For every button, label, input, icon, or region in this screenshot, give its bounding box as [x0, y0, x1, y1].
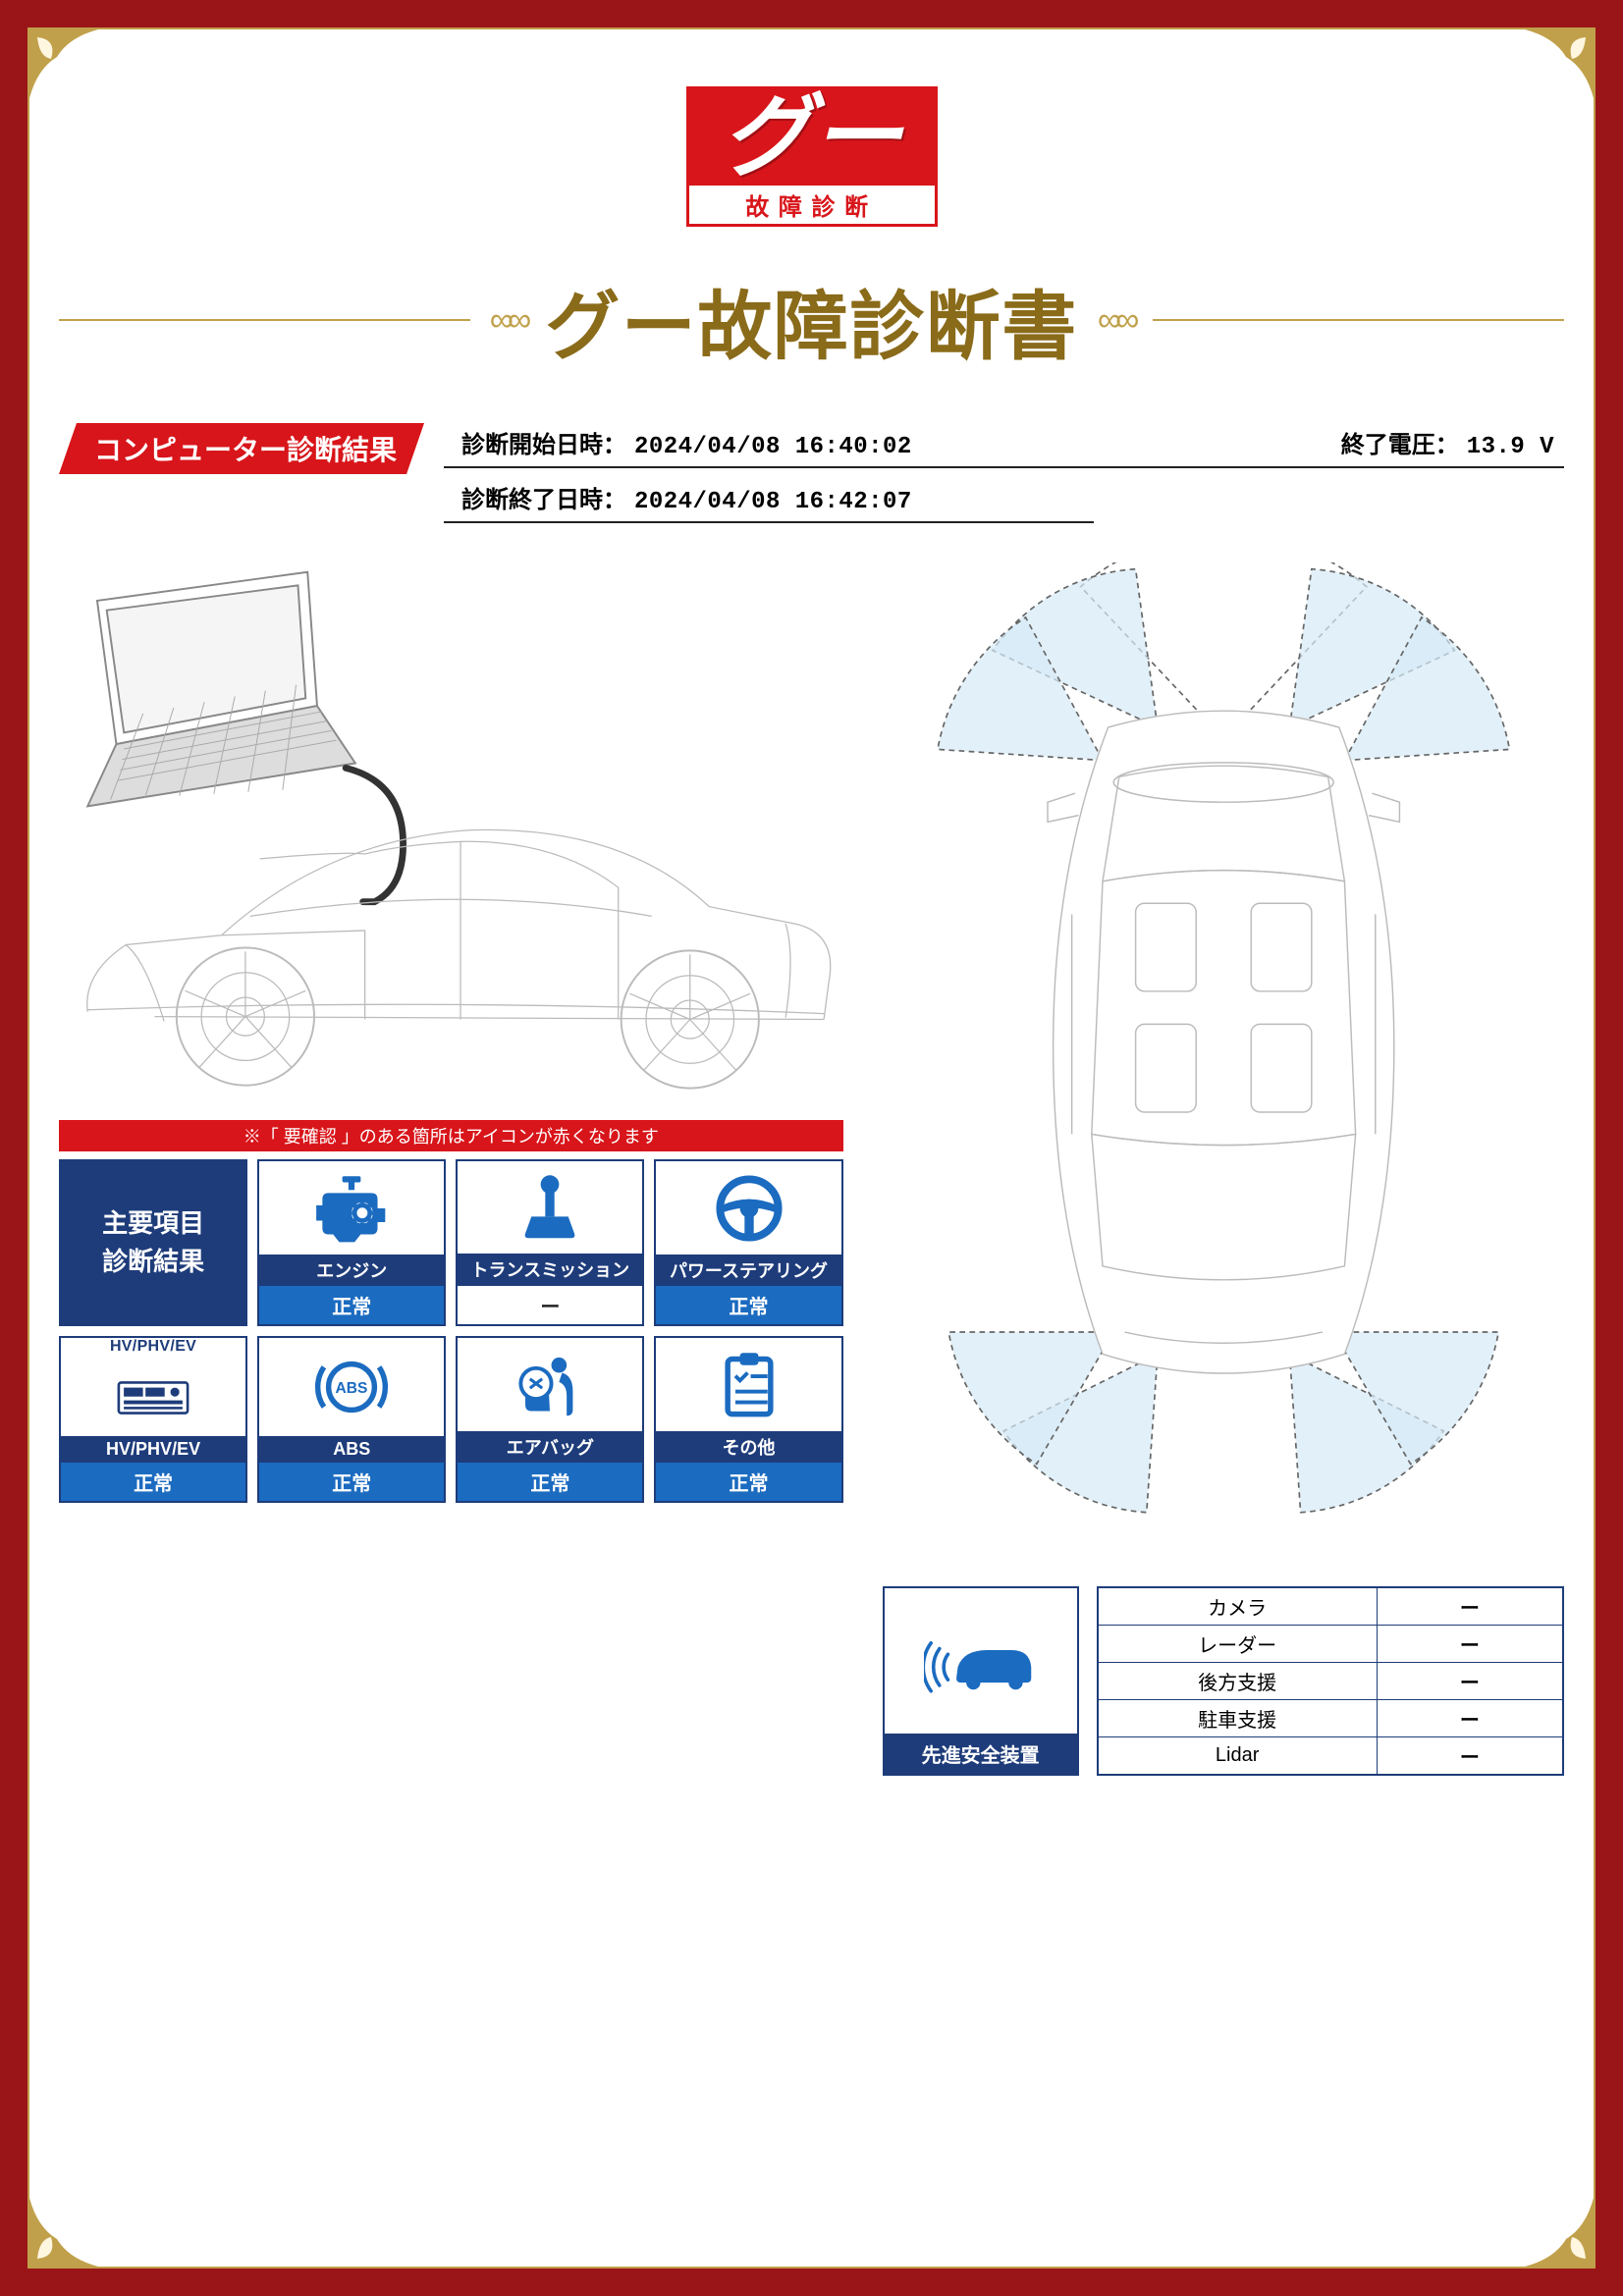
safety-val-park: ー: [1377, 1700, 1563, 1737]
safety-name-radar: レーダー: [1098, 1626, 1378, 1663]
safety-name-rear: 後方支援: [1098, 1663, 1378, 1700]
flourish-left: ∞∞: [490, 301, 525, 340]
diag-cell-engine: エンジン 正常: [257, 1159, 446, 1326]
diag-stat-abs: 正常: [259, 1463, 444, 1501]
diag-cat-other: その他: [656, 1431, 840, 1463]
brand-logo-top: グー: [689, 89, 935, 186]
safety-row-lidar: Lidarー: [1098, 1737, 1563, 1776]
clipboard-icon: [656, 1338, 840, 1431]
diag-stat-airbag: 正常: [458, 1463, 642, 1501]
illustration-car-topdown: 先進安全装置 カメラー レーダーー 後方支援ー 駐車支援ー Lidarー: [883, 562, 1564, 1776]
start-value: 2024/04/08 16:40:02: [634, 434, 912, 460]
diag-stat-hv: 正常: [61, 1463, 245, 1501]
illustration-area: ※「 要確認 」のある箇所はアイコンが赤くなります 主要項目 診断結果 エンジン…: [59, 562, 1564, 1776]
brand-logo-script: グー: [721, 92, 901, 183]
safety-val-rear: ー: [1377, 1663, 1563, 1700]
safety-icon-box: 先進安全装置: [883, 1586, 1079, 1776]
diagnostic-wrap: ※「 要確認 」のある箇所はアイコンが赤くなります 主要項目 診断結果 エンジン…: [59, 1120, 843, 1503]
section-header-row: コンピューター診断結果 診断開始日時： 2024/04/08 16:40:02 …: [59, 423, 1564, 523]
end-label: 診断終了日時：: [461, 480, 626, 514]
diagnostic-note: ※「 要確認 」のある箇所はアイコンが赤くなります: [59, 1120, 843, 1151]
title-row: ∞∞ グー故障診断書 ∞∞: [59, 266, 1564, 374]
transmission-icon: [458, 1161, 642, 1254]
abs-icon: ABS: [259, 1338, 444, 1436]
brand-logo: グー 故障診断: [686, 86, 938, 227]
diag-cat-hv: HV/PHV/EV: [61, 1436, 245, 1463]
hv-top-label: HV/PHV/EV: [110, 1338, 196, 1356]
safety-name-lidar: Lidar: [1098, 1737, 1378, 1776]
safety-row: 先進安全装置 カメラー レーダーー 後方支援ー 駐車支援ー Lidarー: [883, 1586, 1564, 1776]
meta-row-start: 診断開始日時： 2024/04/08 16:40:02 終了電圧： 13.9 V: [444, 421, 1564, 468]
diag-cat-airbag: エアバッグ: [458, 1431, 642, 1463]
safety-val-radar: ー: [1377, 1626, 1563, 1663]
diag-cell-transmission: トランスミッション ー: [456, 1159, 644, 1326]
diag-cat-abs: ABS: [259, 1436, 444, 1463]
safety-val-lidar: ー: [1377, 1737, 1563, 1776]
diag-header-label: 主要項目 診断結果: [102, 1204, 204, 1281]
car-sensor-icon: [885, 1588, 1077, 1734]
section-tag: コンピューター診断結果: [59, 423, 424, 474]
airbag-icon: [458, 1338, 642, 1431]
start-label: 診断開始日時：: [461, 425, 626, 459]
safety-name-camera: カメラ: [1098, 1587, 1378, 1626]
diag-cell-abs: ABS ABS 正常: [257, 1336, 446, 1503]
steering-icon: [656, 1161, 840, 1255]
illustration-laptop-car: ※「 要確認 」のある箇所はアイコンが赤くなります 主要項目 診断結果 エンジン…: [59, 562, 843, 1776]
diagnostic-grid: 主要項目 診断結果 エンジン 正常: [59, 1159, 843, 1503]
diag-stat-other: 正常: [656, 1463, 840, 1501]
brand-logo-subtitle: 故障診断: [689, 186, 935, 224]
meta-row-end: 診断終了日時： 2024/04/08 16:42:07: [444, 476, 1094, 523]
content-area: グー 故障診断 ∞∞ グー故障診断書 ∞∞ コンピューター診断結果 診断開始日時…: [59, 59, 1564, 2237]
diag-cell-other: その他 正常: [654, 1336, 842, 1503]
diag-stat-transmission: ー: [458, 1285, 642, 1324]
diag-cell-airbag: エアバッグ 正常: [456, 1336, 644, 1503]
title-rule-right: [1153, 319, 1564, 321]
diag-cat-steering: パワーステアリング: [656, 1255, 840, 1286]
voltage-label: 終了電圧：: [1341, 425, 1459, 459]
safety-val-camera: ー: [1377, 1587, 1563, 1626]
diag-cell-hv: HV/PHV/EV HV/PHV/EV 正常: [59, 1336, 247, 1503]
diag-cat-transmission: トランスミッション: [458, 1254, 642, 1285]
diag-stat-steering: 正常: [656, 1286, 840, 1324]
safety-row-radar: レーダーー: [1098, 1626, 1563, 1663]
safety-row-camera: カメラー: [1098, 1587, 1563, 1626]
diag-cat-engine: エンジン: [259, 1255, 444, 1286]
title-rule-left: [59, 319, 470, 321]
hv-icon: HV/PHV/EV: [61, 1338, 245, 1436]
voltage-value: 13.9 V: [1467, 434, 1554, 460]
main-title: グー故障診断書: [545, 266, 1078, 374]
diagnostic-header: 主要項目 診断結果: [59, 1159, 247, 1326]
diag-stat-engine: 正常: [259, 1286, 444, 1324]
meta-rows: 診断開始日時： 2024/04/08 16:40:02 終了電圧： 13.9 V…: [444, 421, 1564, 523]
safety-name-park: 駐車支援: [1098, 1700, 1378, 1737]
end-value: 2024/04/08 16:42:07: [634, 489, 912, 515]
safety-label: 先進安全装置: [885, 1734, 1077, 1774]
safety-row-park: 駐車支援ー: [1098, 1700, 1563, 1737]
svg-text:ABS: ABS: [336, 1381, 368, 1398]
engine-icon: [259, 1161, 444, 1255]
flourish-right: ∞∞: [1098, 301, 1133, 340]
safety-table: カメラー レーダーー 後方支援ー 駐車支援ー Lidarー: [1097, 1586, 1564, 1776]
safety-row-rear: 後方支援ー: [1098, 1663, 1563, 1700]
diag-cell-steering: パワーステアリング 正常: [654, 1159, 842, 1326]
